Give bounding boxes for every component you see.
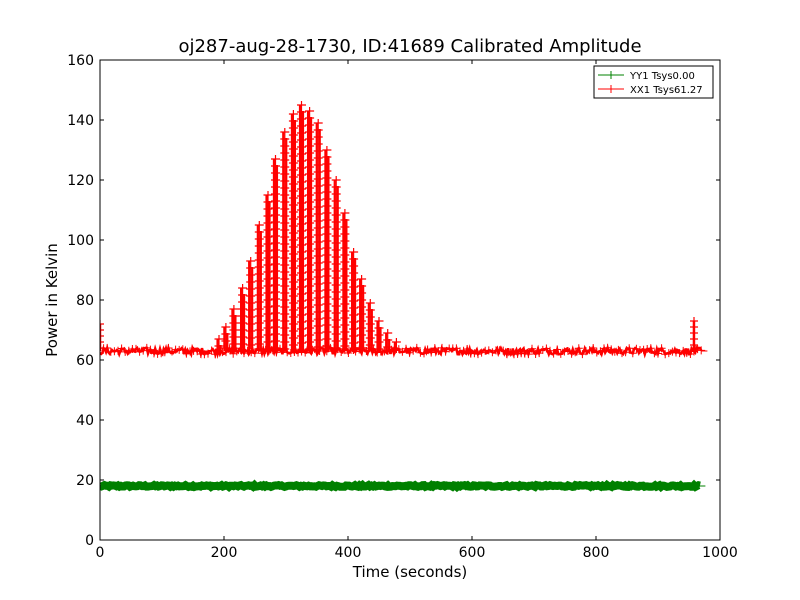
scan-peak-markers-20 xyxy=(383,329,393,351)
plot-area xyxy=(100,60,720,540)
scan-peak-markers-13 xyxy=(322,146,332,350)
scan-peak-markers-14 xyxy=(331,176,341,352)
x-tick-label: 800 xyxy=(583,545,610,561)
scan-peak-markers-6 xyxy=(263,191,273,353)
y-tick-label: 160 xyxy=(67,53,94,69)
scan-peak-markers-8 xyxy=(280,128,290,353)
scan-peak-markers-19 xyxy=(374,317,384,353)
series-group xyxy=(100,101,708,493)
y-tick-label: 40 xyxy=(76,413,94,429)
legend-marker-1 xyxy=(607,85,615,93)
plot-layer: 0 200 400 600 800 1000 0 20 40 60 80 100 120 140 160 xyxy=(67,53,738,561)
scan-peak-markers-21 xyxy=(391,338,401,353)
legend: YY1 Tsys0.00 XX1 Tsys61.27 xyxy=(593,65,714,99)
x-tick-label: 200 xyxy=(211,545,238,561)
scan-peak-markers-4 xyxy=(246,257,256,349)
scan-peak-markers-7 xyxy=(271,155,280,352)
x-tick-label: 1000 xyxy=(702,545,738,561)
legend-label-1: XX1 Tsys61.27 xyxy=(630,85,703,96)
scan-peak-markers-3 xyxy=(238,284,248,348)
legend-label-0: YY1 Tsys0.00 xyxy=(629,71,695,82)
end-spike-markers-1 xyxy=(690,317,698,349)
series-line-yy1 xyxy=(100,479,701,493)
scan-peak-markers-1 xyxy=(221,323,231,352)
scan-peak-markers-18 xyxy=(365,299,375,349)
scan-peak-markers-9 xyxy=(288,110,298,349)
legend-marker-0 xyxy=(607,71,615,79)
scan-peak-markers-0 xyxy=(214,335,224,350)
scan-peak-markers-15 xyxy=(340,209,350,350)
y-tick-label: 120 xyxy=(67,173,94,189)
x-tick-label: 400 xyxy=(335,545,362,561)
y-tick-label: 60 xyxy=(76,353,94,369)
y-tick-label: 0 xyxy=(85,533,94,549)
x-tick-label: 0 xyxy=(96,545,105,561)
x-tick-label: 600 xyxy=(459,545,486,561)
scan-peak-markers-10 xyxy=(297,101,306,354)
y-tick-label: 20 xyxy=(76,473,94,489)
y-tick-label: 140 xyxy=(67,113,94,129)
y-tick-label: 100 xyxy=(67,233,94,249)
chart-title: oj287-aug-28-1730, ID:41689 Calibrated A… xyxy=(178,36,641,57)
scan-peak-markers-5 xyxy=(254,221,264,348)
scan-peak-markers-11 xyxy=(305,107,315,353)
series-xx1 xyxy=(100,101,708,360)
series-yy1 xyxy=(100,479,706,493)
y-tick-label: 80 xyxy=(76,293,94,309)
legend-box xyxy=(593,65,714,99)
scan-peak-markers-12 xyxy=(313,119,323,351)
x-axis-label: Time (seconds) xyxy=(352,563,468,581)
y-axis-label: Power in Kelvin xyxy=(43,243,61,357)
scan-peak-markers-16 xyxy=(349,248,359,354)
scan-peak-markers-17 xyxy=(357,275,367,353)
scan-peak-markers-2 xyxy=(229,305,239,348)
